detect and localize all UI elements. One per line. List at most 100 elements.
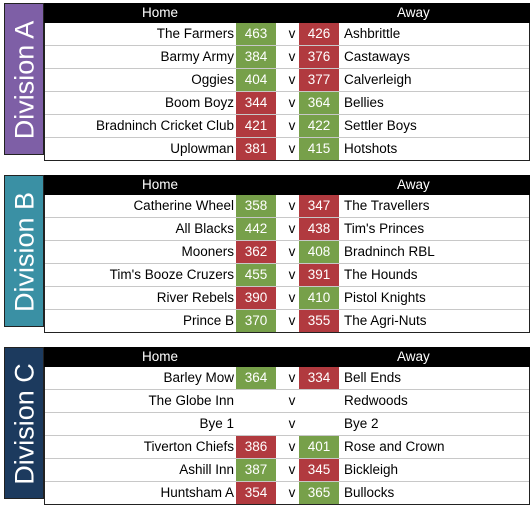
match-row: Oggies 404 v 377 Calverleigh — [45, 69, 529, 92]
match-row: Bradninch Cricket Club 421 v 422 Settler Boy… — [45, 115, 529, 138]
home-score: 463 — [236, 23, 276, 45]
away-score: 355 — [299, 310, 339, 332]
home-team: Tiverton Chiefs — [143, 439, 234, 454]
away-score — [299, 413, 339, 435]
home-column-header: Home — [142, 177, 179, 192]
home-team: Mooners — [181, 244, 234, 259]
away-team: The Travellers — [344, 198, 430, 213]
match-row: River Rebels 390 v 410 Pistol Knights — [45, 287, 529, 310]
away-team: The Hounds — [344, 267, 418, 282]
home-team: The Globe Inn — [148, 393, 234, 408]
division-a-table: Division A Home Away The Farmers 463 v 426 Ashb… — [4, 3, 530, 161]
versus-label: v — [288, 49, 296, 64]
home-team: Bye 1 — [199, 416, 234, 431]
home-score: 404 — [236, 69, 276, 91]
away-score: 377 — [299, 69, 339, 91]
home-score: 370 — [236, 310, 276, 332]
away-score: 347 — [299, 195, 339, 217]
versus-label: v — [288, 485, 296, 500]
versus-label: v — [288, 198, 296, 213]
versus-label: v — [288, 393, 296, 408]
division-name: Division C — [9, 363, 40, 485]
home-score: 455 — [236, 264, 276, 286]
home-team: Boom Boyz — [164, 95, 234, 110]
home-team: Tim's Booze Cruzers — [109, 267, 234, 282]
match-row: Uplowman 381 v 415 Hotshots — [45, 138, 529, 160]
versus-label: v — [288, 72, 296, 87]
versus-label: v — [288, 118, 296, 133]
home-team: Huntsham A — [160, 485, 234, 500]
away-score: 365 — [299, 482, 339, 504]
away-team: Bullocks — [344, 485, 395, 500]
division-b-table: Division B Home Away Catherine Wheel 358 v 347… — [4, 175, 530, 333]
division-b-tab: Division B — [4, 175, 44, 327]
versus-label: v — [288, 244, 296, 259]
away-score: 391 — [299, 264, 339, 286]
versus-label: v — [288, 370, 296, 385]
versus-label: v — [288, 95, 296, 110]
versus-label: v — [288, 313, 296, 328]
column-header-row: Home Away — [44, 175, 530, 195]
away-team: Castaways — [344, 49, 411, 64]
away-score: 401 — [299, 436, 339, 458]
home-team: Ashill Inn — [179, 462, 234, 477]
home-team: All Blacks — [175, 221, 234, 236]
home-team: Oggies — [191, 72, 234, 87]
match-row: The Farmers 463 v 426 Ashbrittle — [45, 23, 529, 46]
away-score: 422 — [299, 115, 339, 137]
home-team: Bradninch Cricket Club — [95, 118, 234, 133]
match-row: Boom Boyz 344 v 364 Bellies — [45, 92, 529, 115]
match-row: All Blacks 442 v 438 Tim's Princes — [45, 218, 529, 241]
home-team: Prince B — [182, 313, 234, 328]
home-score: 386 — [236, 436, 276, 458]
versus-label: v — [288, 141, 296, 156]
home-team: River Rebels — [156, 290, 234, 305]
column-header-row: Home Away — [44, 3, 530, 23]
away-team: The Agri-Nuts — [344, 313, 427, 328]
home-team: Catherine Wheel — [133, 198, 234, 213]
match-row: Prince B 370 v 355 The Agri-Nuts — [45, 310, 529, 332]
away-team: Bradninch RBL — [344, 244, 435, 259]
versus-label: v — [288, 290, 296, 305]
away-team: Rose and Crown — [344, 439, 445, 454]
versus-label: v — [288, 267, 296, 282]
away-team: Tim's Princes — [344, 221, 425, 236]
home-team: Barmy Army — [160, 49, 234, 64]
match-row: Tiverton Chiefs 386 v 401 Rose and Crown — [45, 436, 529, 459]
away-score: 415 — [299, 138, 339, 160]
home-column-header: Home — [142, 349, 179, 364]
away-team: Hotshots — [344, 141, 398, 156]
match-row: Mooners 362 v 408 Bradninch RBL — [45, 241, 529, 264]
home-score: 358 — [236, 195, 276, 217]
match-list: Barley Mow 364 v 334 Bell Ends The Globe Inn v… — [44, 367, 530, 505]
home-score: 381 — [236, 138, 276, 160]
away-column-header: Away — [397, 5, 430, 20]
home-score: 387 — [236, 459, 276, 481]
match-row: Ashill Inn 387 v 345 Bickleigh — [45, 459, 529, 482]
home-team: The Farmers — [156, 26, 234, 41]
away-score: 364 — [299, 92, 339, 114]
away-score — [299, 390, 339, 412]
column-header-row: Home Away — [44, 347, 530, 367]
match-row: Huntsham A 354 v 365 Bullocks — [45, 482, 529, 504]
division-name: Division B — [9, 191, 40, 313]
home-score: 354 — [236, 482, 276, 504]
away-score: 334 — [299, 367, 339, 389]
away-team: Pistol Knights — [344, 290, 426, 305]
division-c-table: Division C Home Away Barley Mow 364 v 334 Bell … — [4, 347, 530, 505]
match-row: The Globe Inn v Redwoods — [45, 390, 529, 413]
versus-label: v — [288, 439, 296, 454]
home-score: 421 — [236, 115, 276, 137]
away-team: Ashbrittle — [344, 26, 401, 41]
away-score: 408 — [299, 241, 339, 263]
away-team: Bellies — [344, 95, 384, 110]
home-team: Barley Mow — [163, 370, 234, 385]
versus-label: v — [288, 26, 296, 41]
home-score: 442 — [236, 218, 276, 240]
away-team: Redwoods — [344, 393, 408, 408]
match-row: Barmy Army 384 v 376 Castaways — [45, 46, 529, 69]
away-score: 376 — [299, 46, 339, 68]
home-score — [236, 413, 276, 435]
away-team: Bickleigh — [344, 462, 399, 477]
match-row: Barley Mow 364 v 334 Bell Ends — [45, 367, 529, 390]
